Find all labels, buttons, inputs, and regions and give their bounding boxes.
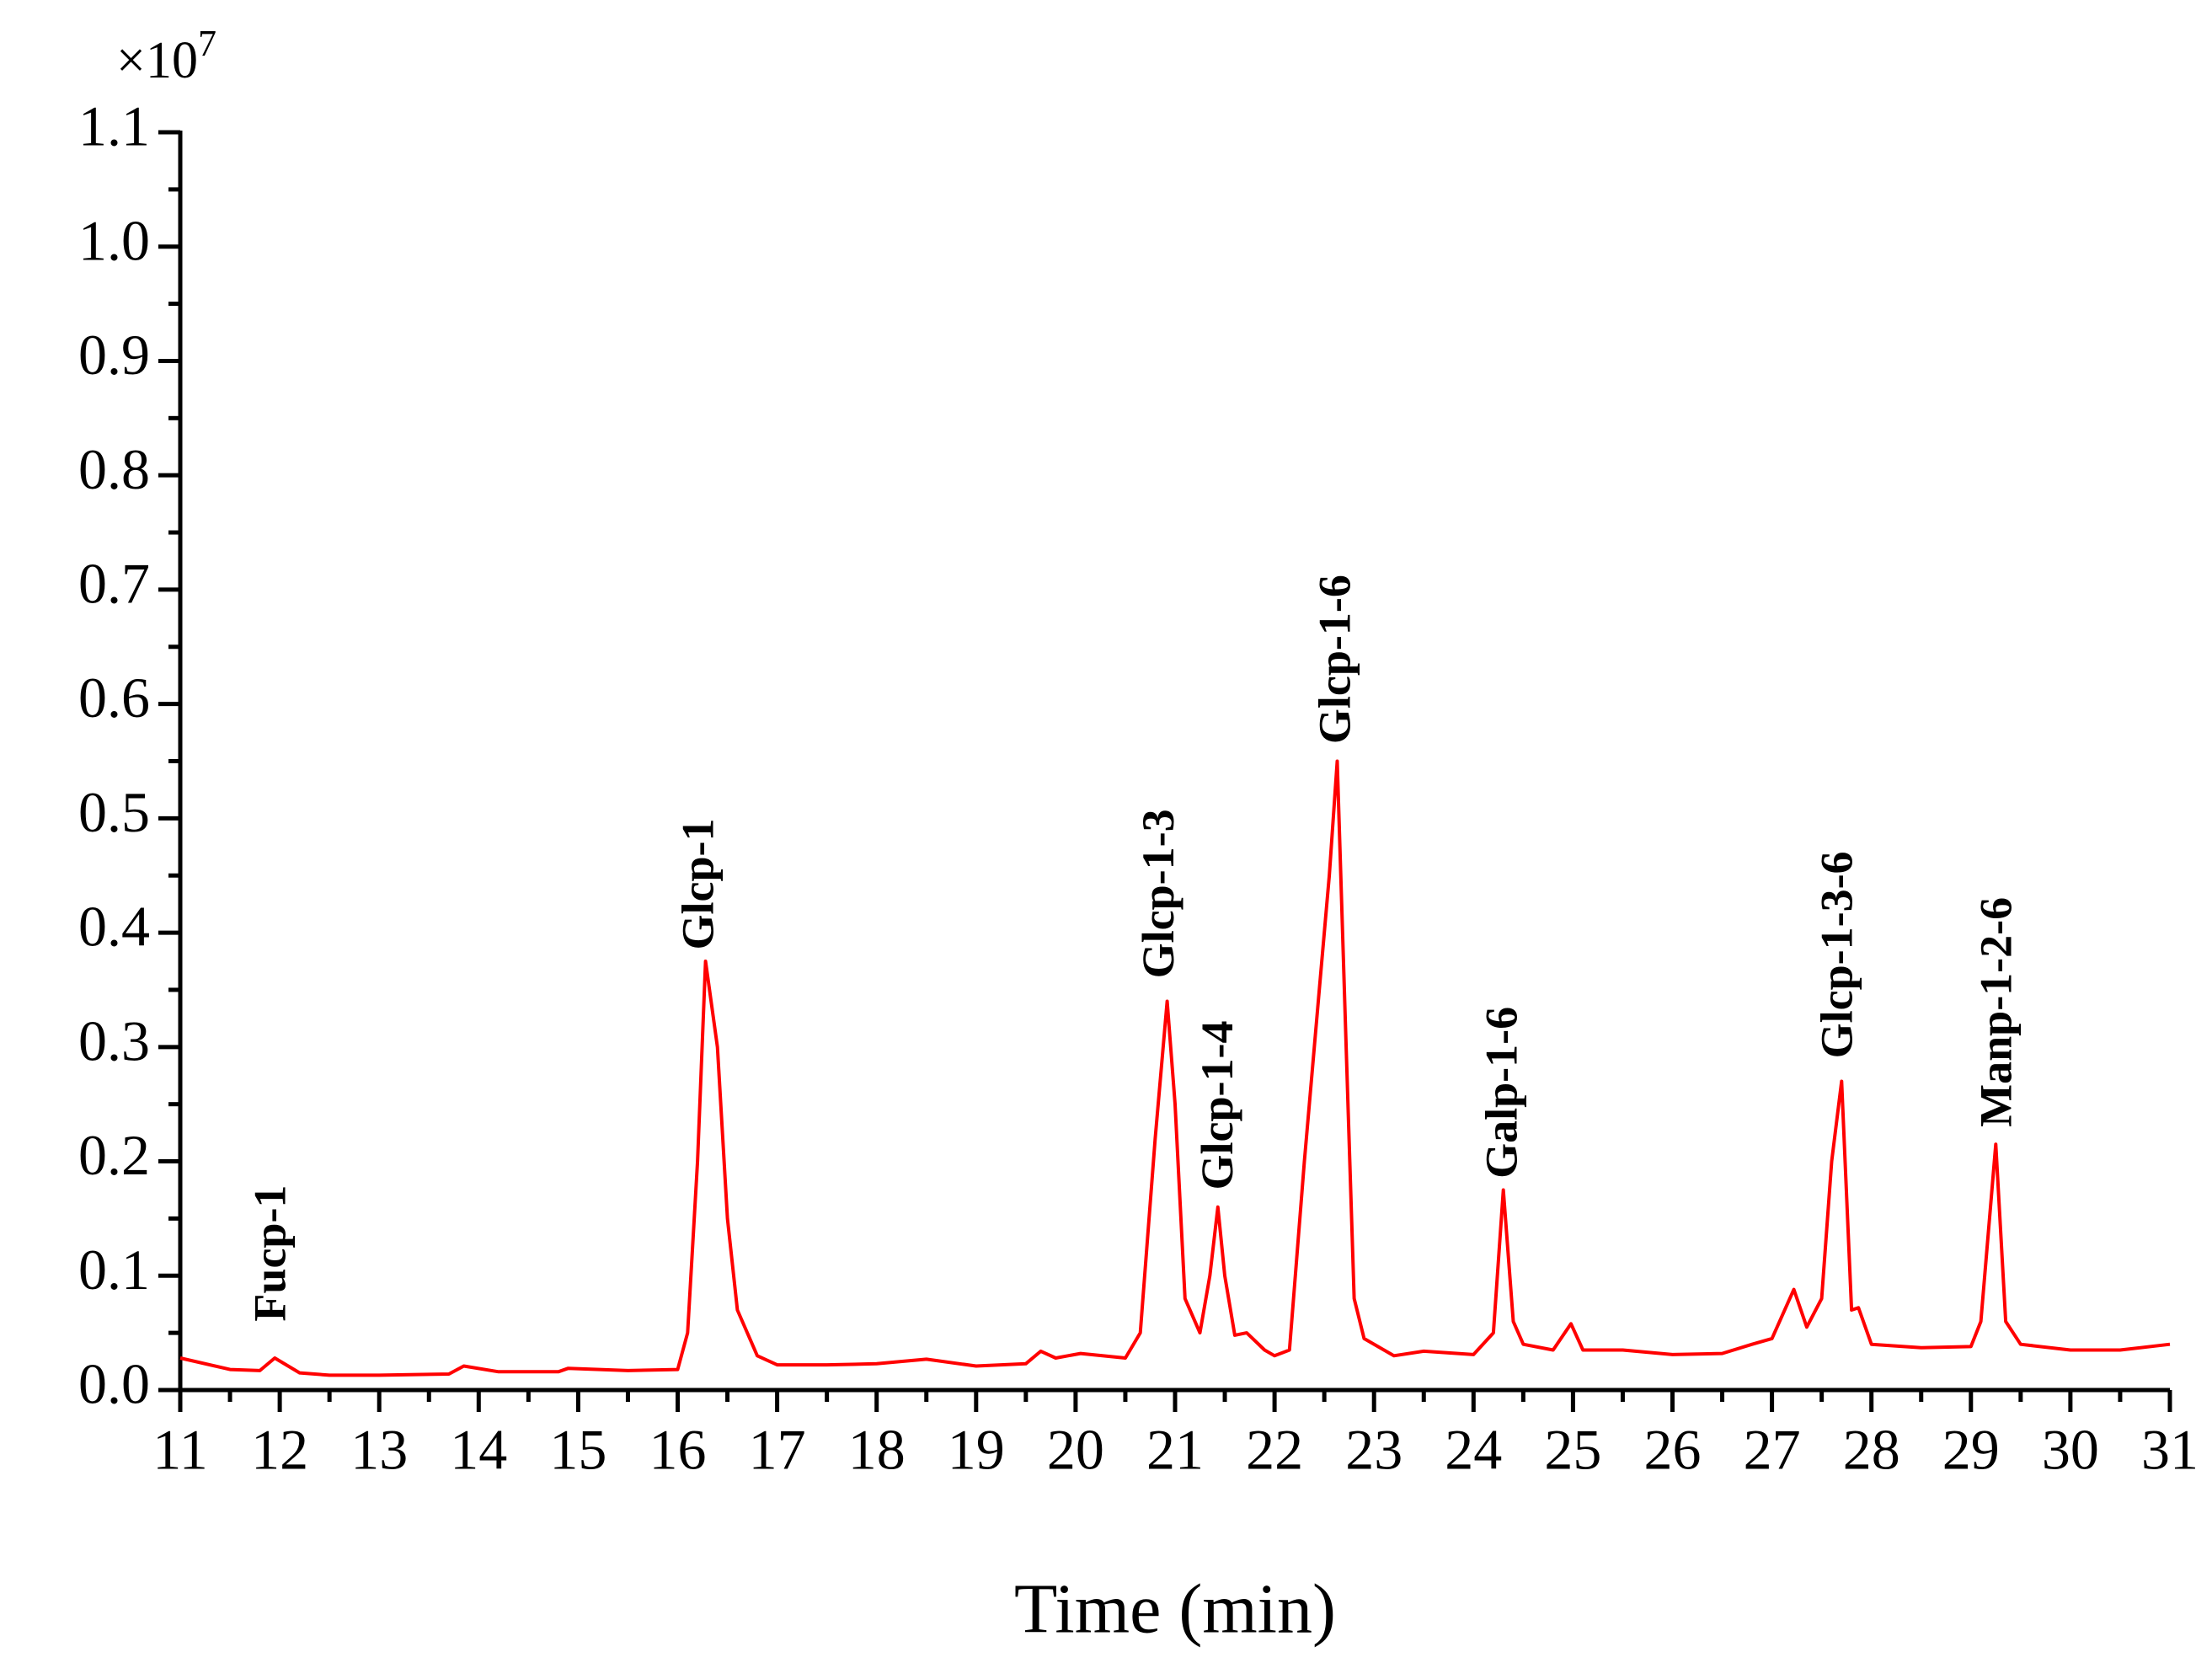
x-tick-label: 21 <box>1146 1418 1204 1482</box>
peak-label: Glcp-1-3-6 <box>1812 851 1862 1058</box>
y-tick-label: 0.0 <box>78 1352 150 1416</box>
y-tick-label: 0.7 <box>78 552 150 616</box>
x-tick-label: 24 <box>1445 1418 1502 1482</box>
y-tick-label: 1.1 <box>78 94 150 158</box>
x-tick-label: 18 <box>848 1418 906 1482</box>
peak-label: Glcp-1-3 <box>1133 809 1183 978</box>
x-tick-label: 22 <box>1246 1418 1303 1482</box>
peak-label: Manp-1-2-6 <box>1971 897 2022 1127</box>
peak-label: Glcp-1 <box>672 818 723 949</box>
x-tick-label: 26 <box>1644 1418 1702 1482</box>
x-tick-label: 25 <box>1544 1418 1601 1482</box>
data-line <box>179 759 2171 1377</box>
x-tick-label: 14 <box>450 1418 507 1482</box>
y-tick-label: 0.1 <box>78 1238 150 1302</box>
x-tick-label: 29 <box>1942 1418 2000 1482</box>
x-tick-label: 23 <box>1345 1418 1403 1482</box>
x-tick-label: 31 <box>2141 1418 2199 1482</box>
x-tick-label: 11 <box>152 1418 207 1482</box>
x-tick-label: 19 <box>948 1418 1005 1482</box>
multiplier-base: ×10 <box>116 32 198 89</box>
peak-label: Glcp-1-6 <box>1309 575 1360 744</box>
x-tick-label: 12 <box>251 1418 308 1482</box>
multiplier: ×107 <box>116 23 216 89</box>
x-axis-label: Time (min) <box>1014 1569 1336 1648</box>
y-tick-label: 0.6 <box>78 666 150 730</box>
x-tick-label: 15 <box>549 1418 606 1482</box>
y-tick-label: 1.0 <box>78 208 150 272</box>
y-tick-label: 0.4 <box>78 895 150 959</box>
x-tick-label: 27 <box>1744 1418 1801 1482</box>
x-tick-label: 16 <box>649 1418 707 1482</box>
x-tick-label: 30 <box>2042 1418 2099 1482</box>
x-tick-label: 13 <box>350 1418 408 1482</box>
x-tick-label: 28 <box>1843 1418 1900 1482</box>
peak-label: Galp-1-6 <box>1477 1007 1527 1179</box>
y-tick-label: 0.5 <box>78 780 150 844</box>
y-tick-label: 0.9 <box>78 323 150 387</box>
peak-label: Glcp-1-4 <box>1192 1020 1242 1190</box>
y-tick-label: 0.3 <box>78 1008 150 1072</box>
x-tick-label: 17 <box>749 1418 806 1482</box>
peak-label: Fucp-1 <box>245 1185 296 1322</box>
y-tick-label: 0.8 <box>78 437 150 501</box>
multiplier-exponent: 7 <box>198 23 216 64</box>
x-tick-label: 20 <box>1047 1418 1104 1482</box>
y-tick-label: 0.2 <box>78 1123 150 1187</box>
